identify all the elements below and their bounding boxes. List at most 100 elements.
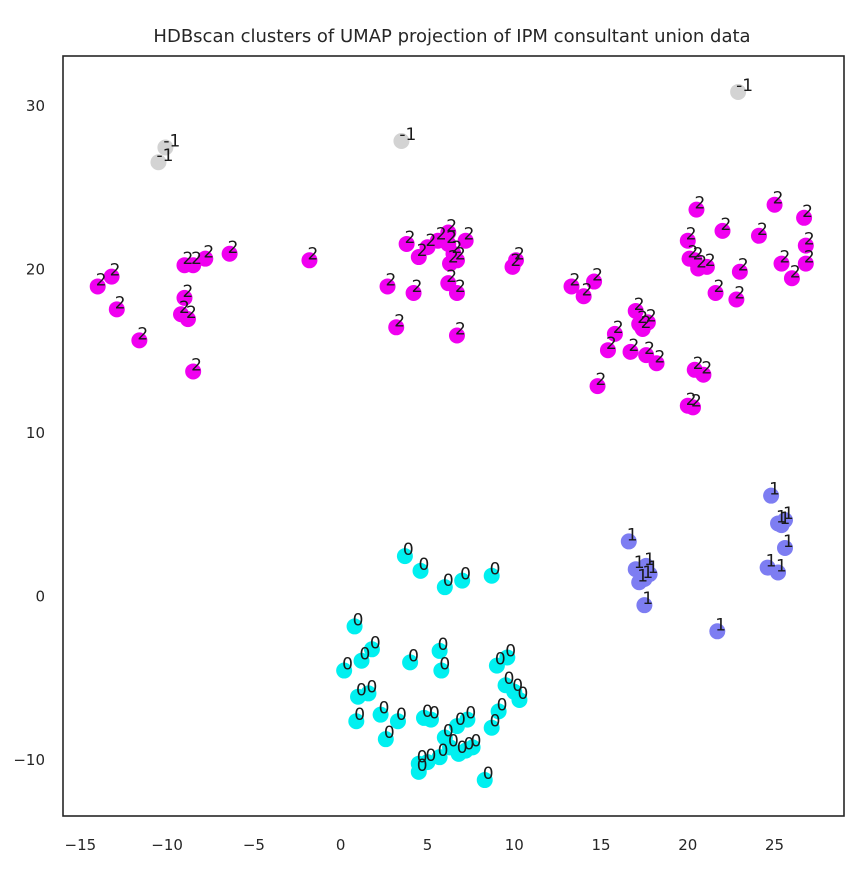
cluster-2-point <box>457 232 474 249</box>
cluster-2-point <box>773 255 790 272</box>
cluster-0-point <box>346 618 363 635</box>
cluster-0-point <box>431 642 448 659</box>
point-label: 0 <box>417 756 428 776</box>
cluster-0-point <box>419 754 436 771</box>
point-label: 1 <box>783 504 794 524</box>
cluster-2-point <box>301 252 318 269</box>
point-label: 2 <box>686 390 697 410</box>
point-label: 2 <box>780 248 791 268</box>
point-label: 0 <box>448 731 459 751</box>
point-label: 0 <box>483 764 494 784</box>
point-label: 0 <box>354 705 365 725</box>
cluster-0-point <box>389 713 406 730</box>
points-layer <box>89 83 814 789</box>
point-label: 1 <box>627 525 638 545</box>
cluster-0-point <box>483 567 500 584</box>
point-label: 2 <box>570 270 581 290</box>
cluster-0-point <box>459 711 476 728</box>
point-label: 1 <box>776 556 787 576</box>
cluster-0-point <box>433 662 450 679</box>
cluster-0-point <box>372 706 389 723</box>
cluster-2-point <box>679 232 696 249</box>
point-label: 2 <box>637 308 648 328</box>
point-label: 2 <box>582 280 593 300</box>
point-label: 2 <box>686 225 697 245</box>
point-label: 1 <box>642 563 653 583</box>
point-label: 2 <box>714 277 725 297</box>
point-label: 2 <box>646 306 657 326</box>
cluster-2-point <box>103 268 120 285</box>
point-label: 0 <box>460 565 471 585</box>
point-label: 0 <box>438 741 449 761</box>
point-label: 2 <box>228 238 239 258</box>
point-label: 2 <box>705 251 716 271</box>
cluster-2-point <box>448 327 465 344</box>
point-label: 2 <box>757 220 768 240</box>
point-label: 2 <box>464 225 475 245</box>
point-label: 2 <box>634 295 645 315</box>
cluster-0-point <box>464 739 481 756</box>
point-label: 2 <box>182 249 193 269</box>
point-label: 0 <box>419 555 430 575</box>
point-label: 0 <box>439 655 450 675</box>
point-label: 2 <box>790 262 801 282</box>
point-label: 2 <box>191 355 202 375</box>
point-label: 2 <box>694 194 705 214</box>
point-label: 2 <box>641 313 652 333</box>
point-label: 0 <box>465 704 476 724</box>
cluster-2-point <box>89 278 106 295</box>
point-label: 0 <box>422 702 433 722</box>
point-label: 0 <box>429 704 440 724</box>
cluster-0-point <box>499 649 516 666</box>
point-label: 2 <box>446 217 457 237</box>
x-tick-label: −5 <box>243 836 265 854</box>
point-label: 2 <box>514 244 525 264</box>
cluster-0-point <box>511 691 528 708</box>
point-label: 2 <box>394 311 405 331</box>
point-label: -1 <box>736 76 753 96</box>
point-label: 0 <box>366 677 377 697</box>
cluster-0-point <box>454 572 471 589</box>
cluster-1-point <box>636 597 653 614</box>
point-label: 1 <box>769 480 780 500</box>
cluster-0-point <box>436 579 453 596</box>
point-label: 1 <box>776 507 787 527</box>
point-label: 0 <box>512 676 523 696</box>
cluster-2-point <box>707 284 724 301</box>
point-label: 2 <box>179 298 190 318</box>
point-label: 0 <box>417 748 428 768</box>
point-label: 2 <box>436 225 447 245</box>
y-tick-label: 10 <box>26 424 45 442</box>
point-label: 0 <box>360 645 371 665</box>
cluster-2-point <box>405 284 422 301</box>
cluster-0-point <box>412 562 429 579</box>
point-label: 2 <box>734 284 745 304</box>
plot-frame <box>62 55 845 817</box>
point-label: 0 <box>342 655 353 675</box>
cluster-2-point <box>685 399 702 416</box>
cluster-2-point <box>563 278 580 295</box>
cluster-2-point <box>627 302 644 319</box>
point-label: 0 <box>356 681 367 701</box>
cluster-2-point <box>176 289 193 306</box>
cluster-2-point <box>507 252 524 269</box>
point-label: 2 <box>455 244 466 264</box>
point-label: 2 <box>455 319 466 339</box>
cluster-1-point <box>763 487 780 504</box>
point-label: 2 <box>452 238 463 258</box>
point-label: 0 <box>505 641 516 661</box>
cluster-2-point <box>388 319 405 336</box>
cluster-2-point <box>448 284 465 301</box>
cluster-2-point <box>448 252 465 269</box>
point-label: 2 <box>203 243 214 263</box>
x-tick-label: 0 <box>336 836 346 854</box>
point-label: 2 <box>691 391 702 411</box>
cluster-2-point <box>783 270 800 287</box>
x-tick-label: 10 <box>505 836 524 854</box>
point-label: 2 <box>405 228 416 248</box>
cluster-2-point <box>639 314 656 331</box>
cluster-1-point <box>776 512 793 529</box>
point-label: 1 <box>766 552 777 572</box>
